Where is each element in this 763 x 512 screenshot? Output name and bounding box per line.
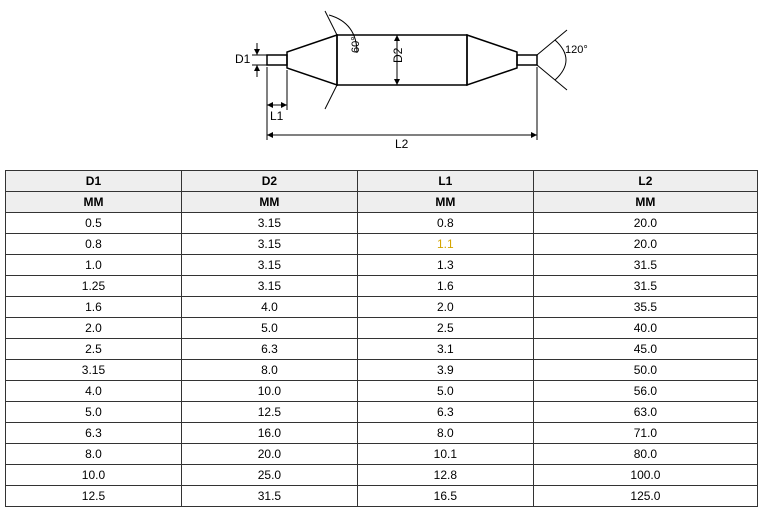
table-cell: 31.5 <box>181 486 357 507</box>
table-cell: 3.1 <box>357 339 533 360</box>
table-row: 1.03.151.331.5 <box>6 255 758 276</box>
col-header-l1: L1 <box>357 171 533 192</box>
angle1-label: 60° <box>350 36 362 53</box>
table-row: 1.64.02.035.5 <box>6 297 758 318</box>
table-cell: 5.0 <box>357 381 533 402</box>
dimensions-table: D1D2L1L2 MMMMMMMM0.53.150.820.00.83.151.… <box>5 170 758 507</box>
table-cell: 12.5 <box>6 486 182 507</box>
table-cell: 8.0 <box>357 423 533 444</box>
table-cell: 6.3 <box>6 423 182 444</box>
table-cell: 3.15 <box>181 234 357 255</box>
table-cell: 2.5 <box>6 339 182 360</box>
table-cell: 1.6 <box>6 297 182 318</box>
table-row: 0.83.151.120.0 <box>6 234 758 255</box>
table-cell: 1.25 <box>6 276 182 297</box>
table-row: 12.531.516.5125.0 <box>6 486 758 507</box>
table-row: 8.020.010.180.0 <box>6 444 758 465</box>
d2-label: D2 <box>391 47 405 63</box>
table-header: D1D2L1L2 <box>6 171 758 192</box>
table-row: 1.253.151.631.5 <box>6 276 758 297</box>
table-cell: 6.3 <box>357 402 533 423</box>
table-cell: 20.0 <box>181 444 357 465</box>
table-cell: 2.0 <box>6 318 182 339</box>
table-cell: 2.0 <box>357 297 533 318</box>
table-row: 4.010.05.056.0 <box>6 381 758 402</box>
l1-label: L1 <box>270 109 284 123</box>
table-cell: 50.0 <box>533 360 757 381</box>
table-cell: 4.0 <box>6 381 182 402</box>
table-cell: 6.3 <box>181 339 357 360</box>
col-header-d2: D2 <box>181 171 357 192</box>
angle2-label: 120° <box>565 44 588 56</box>
table-cell: 31.5 <box>533 276 757 297</box>
table-row: 2.56.33.145.0 <box>6 339 758 360</box>
table-cell: 35.5 <box>533 297 757 318</box>
table-cell: 45.0 <box>533 339 757 360</box>
table-row: 10.025.012.8100.0 <box>6 465 758 486</box>
table-cell: 3.9 <box>357 360 533 381</box>
d1-label: D1 <box>235 52 251 66</box>
drill-diagram-svg: D1 D2 L1 L2 60° 120° <box>157 5 607 165</box>
table-cell: 2.5 <box>357 318 533 339</box>
table-cell: 3.15 <box>6 360 182 381</box>
table-cell: 1.0 <box>6 255 182 276</box>
unit-cell: MM <box>181 192 357 213</box>
col-header-d1: D1 <box>6 171 182 192</box>
l2-label: L2 <box>395 137 409 151</box>
table-cell: 10.1 <box>357 444 533 465</box>
table-cell: 1.1 <box>357 234 533 255</box>
table-cell: 12.5 <box>181 402 357 423</box>
unit-cell: MM <box>6 192 182 213</box>
table-cell: 16.0 <box>181 423 357 444</box>
table-cell: 71.0 <box>533 423 757 444</box>
table-cell: 0.8 <box>6 234 182 255</box>
table-row: 2.05.02.540.0 <box>6 318 758 339</box>
table-cell: 4.0 <box>181 297 357 318</box>
table-cell: 40.0 <box>533 318 757 339</box>
table-cell: 3.15 <box>181 213 357 234</box>
table-cell: 56.0 <box>533 381 757 402</box>
table-cell: 8.0 <box>6 444 182 465</box>
table-row: 6.316.08.071.0 <box>6 423 758 444</box>
table-row: 5.012.56.363.0 <box>6 402 758 423</box>
unit-row: MMMMMMMM <box>6 192 758 213</box>
technical-diagram: D1 D2 L1 L2 60° 120° <box>5 5 758 165</box>
table-cell: 20.0 <box>533 213 757 234</box>
table-cell: 16.5 <box>357 486 533 507</box>
table-cell: 100.0 <box>533 465 757 486</box>
table-row: 0.53.150.820.0 <box>6 213 758 234</box>
table-body: MMMMMMMM0.53.150.820.00.83.151.120.01.03… <box>6 192 758 507</box>
table-cell: 25.0 <box>181 465 357 486</box>
table-cell: 10.0 <box>6 465 182 486</box>
table-cell: 0.5 <box>6 213 182 234</box>
unit-cell: MM <box>533 192 757 213</box>
table-cell: 1.6 <box>357 276 533 297</box>
table-cell: 63.0 <box>533 402 757 423</box>
table-cell: 3.15 <box>181 276 357 297</box>
table-cell: 10.0 <box>181 381 357 402</box>
table-cell: 5.0 <box>181 318 357 339</box>
unit-cell: MM <box>357 192 533 213</box>
table-cell: 3.15 <box>181 255 357 276</box>
table-cell: 12.8 <box>357 465 533 486</box>
table-cell: 31.5 <box>533 255 757 276</box>
table-cell: 1.3 <box>357 255 533 276</box>
table-cell: 5.0 <box>6 402 182 423</box>
table-cell: 125.0 <box>533 486 757 507</box>
table-cell: 0.8 <box>357 213 533 234</box>
col-header-l2: L2 <box>533 171 757 192</box>
table-cell: 80.0 <box>533 444 757 465</box>
table-cell: 8.0 <box>181 360 357 381</box>
table-row: 3.158.03.950.0 <box>6 360 758 381</box>
table-cell: 20.0 <box>533 234 757 255</box>
